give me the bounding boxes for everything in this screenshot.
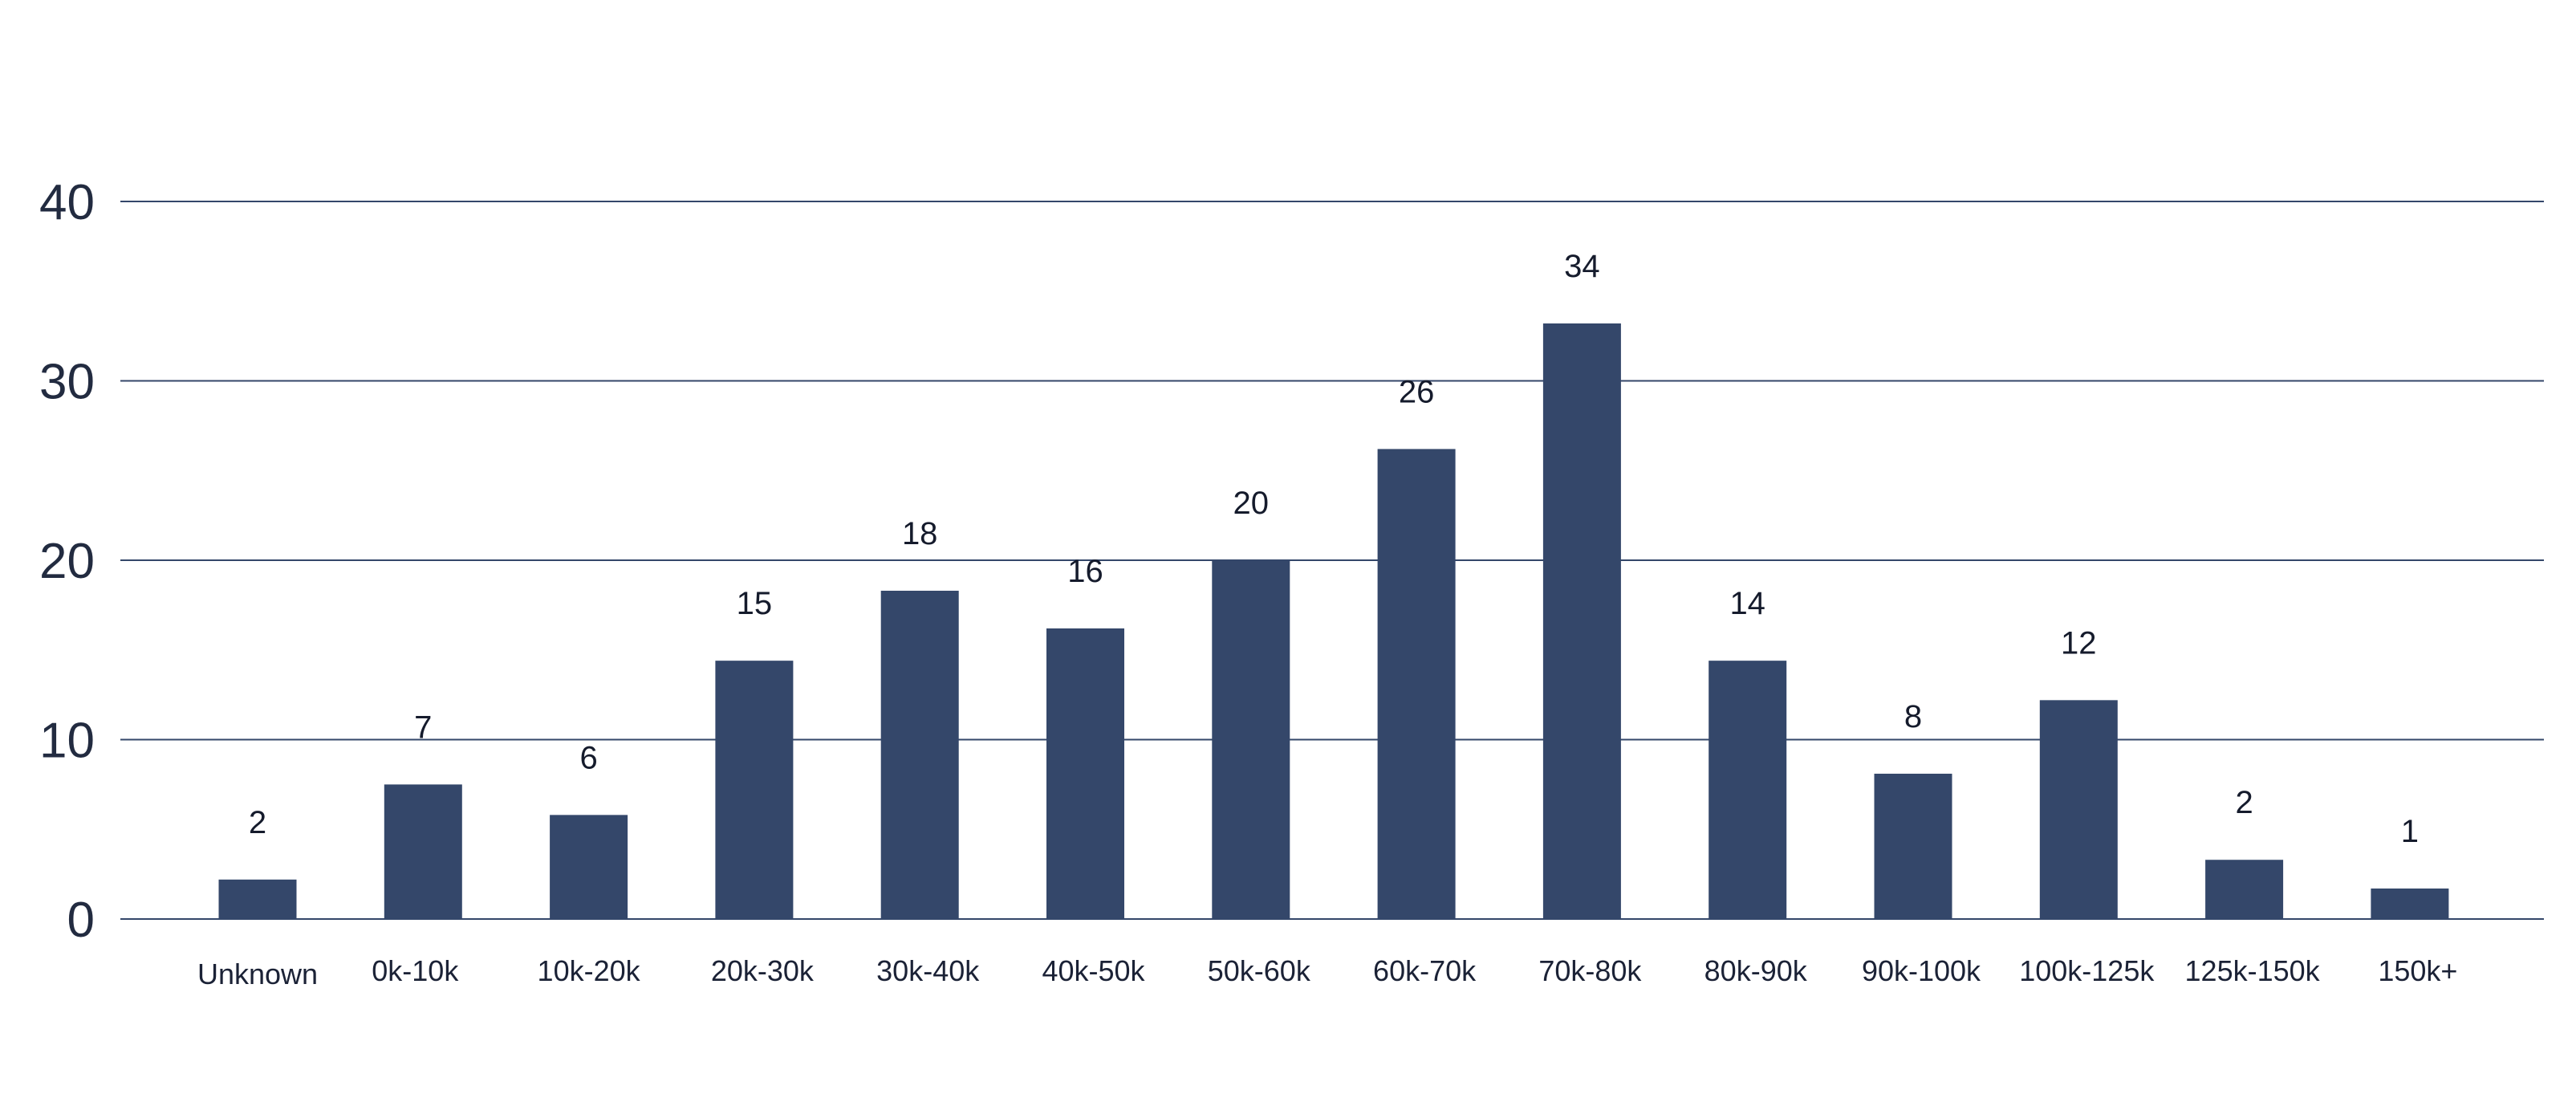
bar-20k-30k (715, 661, 794, 919)
data-label-30k-40k: 18 (902, 516, 938, 551)
x-tick-label-30k-40k: 30k-40k (876, 954, 980, 987)
x-tick-label-20k-30k: 20k-30k (711, 954, 815, 987)
y-axis-ticks: 0 10 20 30 40 (39, 175, 95, 948)
data-label-150k+: 1 (2401, 814, 2419, 849)
bar-125k-150k (2205, 860, 2284, 919)
data-label-90k-100k: 8 (1904, 699, 1922, 734)
y-tick-label: 40 (39, 175, 95, 230)
x-tick-label-Unknown: Unknown (197, 958, 318, 990)
data-label-60k-70k: 26 (1399, 374, 1435, 409)
bar-Unknown (218, 879, 297, 919)
x-tick-label-125k-150k: 125k-150k (2185, 954, 2321, 987)
data-label-70k-80k: 34 (1564, 249, 1600, 284)
data-label-40k-50k: 16 (1067, 554, 1103, 589)
bar-150k+ (2371, 889, 2449, 919)
x-tick-label-10k-20k: 10k-20k (538, 954, 641, 987)
bar-0k-10k (384, 784, 462, 919)
bar-50k-60k (1212, 560, 1290, 919)
y-tick-label: 30 (39, 355, 95, 410)
bar-40k-50k (1046, 628, 1124, 919)
data-label-50k-60k: 20 (1233, 486, 1270, 521)
x-tick-label-70k-80k: 70k-80k (1538, 954, 1642, 987)
data-labels: 2 7 6 15 18 16 20 26 34 14 8 12 2 1 (249, 249, 2419, 849)
x-tick-label-60k-70k: 60k-70k (1373, 954, 1477, 987)
data-label-0k-10k: 7 (414, 710, 432, 745)
y-tick-label: 20 (39, 534, 95, 589)
x-tick-label-100k-125k: 100k-125k (2019, 954, 2155, 987)
y-tick-label: 10 (39, 714, 95, 769)
y-tick-label: 0 (67, 893, 95, 948)
x-axis-ticks: Unknown 0k-10k 10k-20k 20k-30k 30k-40k 40k-50… (197, 954, 2457, 990)
x-tick-label-40k-50k: 40k-50k (1042, 954, 1145, 987)
x-tick-label-150k+: 150k+ (2378, 954, 2457, 987)
data-label-125k-150k: 2 (2235, 785, 2253, 820)
data-label-80k-90k: 14 (1729, 586, 1765, 621)
bar-10k-20k (550, 815, 628, 919)
x-tick-label-50k-60k: 50k-60k (1208, 954, 1311, 987)
bar-70k-80k (1542, 323, 1621, 920)
bars (218, 323, 2449, 920)
bar-60k-70k (1377, 449, 1456, 919)
bar-100k-125k (2039, 700, 2118, 919)
bar-90k-100k (1874, 773, 1952, 919)
data-label-Unknown: 2 (249, 805, 266, 840)
x-tick-label-0k-10k: 0k-10k (372, 954, 459, 987)
data-label-20k-30k: 15 (737, 586, 773, 621)
data-label-100k-125k: 12 (2061, 625, 2097, 661)
bar-30k-40k (880, 590, 959, 919)
gridlines (120, 200, 2544, 921)
data-label-10k-20k: 6 (579, 740, 597, 775)
x-tick-label-80k-90k: 80k-90k (1704, 954, 1808, 987)
x-tick-label-90k-100k: 90k-100k (1862, 954, 1981, 987)
bar-80k-90k (1709, 661, 1787, 919)
